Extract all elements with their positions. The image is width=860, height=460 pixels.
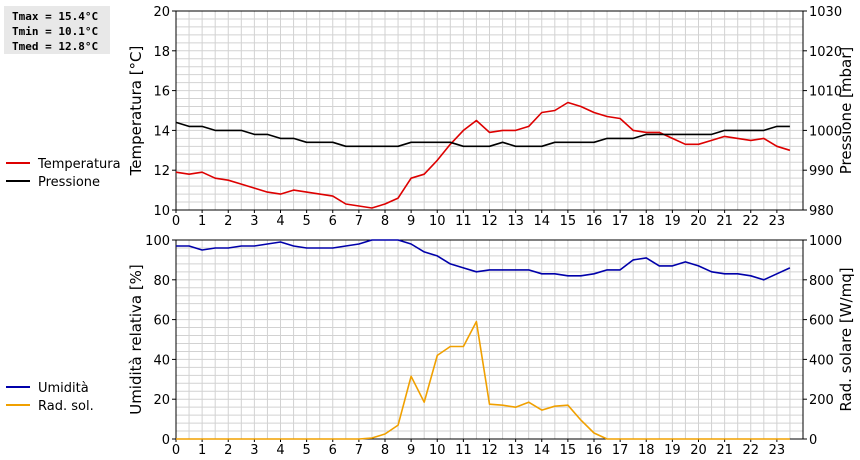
x-tick-label: 0 — [172, 443, 180, 458]
x-tick-label: 19 — [664, 214, 681, 229]
legend-label: Pressione — [38, 175, 100, 190]
x-tick-label: 22 — [742, 214, 759, 229]
y-tick-label: 20 — [153, 5, 170, 20]
x-tick-label: 11 — [455, 443, 472, 458]
x-tick-label: 20 — [690, 214, 707, 229]
series-line-rad-sol- — [176, 320, 790, 440]
x-tick-label: 10 — [429, 443, 446, 458]
legend-label: Umidità — [38, 381, 89, 396]
x-tick-label: 18 — [638, 214, 655, 229]
y2-tick-label: 980 — [809, 204, 834, 219]
x-tick-label: 22 — [742, 443, 759, 458]
legend-label: Temperatura — [37, 157, 121, 172]
x-tick-label: 3 — [250, 443, 258, 458]
x-tick-label: 3 — [250, 214, 258, 229]
y2-tick-label: 1010 — [809, 85, 842, 100]
x-tick-label: 15 — [560, 214, 577, 229]
y-tick-label: 40 — [153, 353, 170, 368]
y-tick-label: 16 — [153, 85, 170, 100]
stat-tmax: Tmax = 15.4°C — [12, 10, 99, 23]
x-tick-label: 4 — [276, 443, 284, 458]
series-line-temperatura — [175, 101, 791, 209]
y2-tick-label: 400 — [809, 353, 834, 368]
x-tick-label: 8 — [381, 443, 389, 458]
x-tick-label: 5 — [302, 443, 310, 458]
stat-tmin: Tmin = 10.1°C — [12, 25, 99, 38]
x-tick-label: 9 — [407, 214, 415, 229]
y-tick-label: 18 — [153, 45, 170, 60]
y-tick-label: 0 — [162, 433, 170, 448]
x-tick-label: 11 — [455, 214, 472, 229]
x-tick-label: 4 — [276, 214, 284, 229]
y2-axis-title: Pressione [mbar] — [837, 47, 855, 175]
x-tick-label: 13 — [507, 443, 524, 458]
x-tick-label: 5 — [302, 214, 310, 229]
x-tick-label: 14 — [533, 214, 550, 229]
y2-tick-label: 990 — [809, 164, 834, 179]
x-tick-label: 12 — [481, 214, 498, 229]
y-tick-label: 100 — [145, 234, 170, 249]
y2-tick-label: 800 — [809, 274, 834, 289]
x-tick-label: 7 — [355, 443, 363, 458]
x-tick-label: 6 — [329, 214, 337, 229]
y-tick-label: 12 — [153, 164, 170, 179]
y2-tick-label: 1030 — [809, 5, 842, 20]
x-tick-label: 7 — [355, 214, 363, 229]
y-tick-label: 20 — [153, 393, 170, 408]
legend-label: Rad. sol. — [38, 399, 94, 414]
x-tick-label: 14 — [533, 443, 550, 458]
x-tick-label: 2 — [224, 214, 232, 229]
y2-tick-label: 1000 — [809, 124, 842, 139]
y-tick-label: 60 — [153, 314, 170, 329]
x-tick-label: 17 — [612, 443, 629, 458]
y-tick-label: 14 — [153, 124, 170, 139]
x-tick-label: 8 — [381, 214, 389, 229]
x-tick-label: 9 — [407, 443, 415, 458]
y2-tick-label: 200 — [809, 393, 834, 408]
series-line-umidit- — [176, 239, 791, 281]
x-tick-label: 21 — [716, 443, 733, 458]
y2-tick-label: 1000 — [809, 234, 842, 249]
x-tick-label: 20 — [690, 443, 707, 458]
x-tick-label: 1 — [198, 214, 206, 229]
y-tick-label: 10 — [153, 204, 170, 219]
y2-axis-title: Rad. solare [W/mq] — [837, 267, 855, 411]
x-tick-label: 10 — [429, 214, 446, 229]
x-tick-label: 12 — [481, 443, 498, 458]
stat-tmed: Tmed = 12.8°C — [12, 40, 99, 53]
y2-tick-label: 600 — [809, 314, 834, 329]
y2-tick-label: 1020 — [809, 45, 842, 60]
series-line-pressione — [175, 121, 790, 148]
y2-tick-label: 0 — [809, 433, 817, 448]
x-tick-label: 6 — [329, 443, 337, 458]
y-tick-label: 80 — [153, 274, 170, 289]
x-tick-label: 16 — [586, 214, 603, 229]
x-tick-label: 13 — [507, 214, 524, 229]
x-tick-label: 21 — [716, 214, 733, 229]
x-tick-label: 23 — [769, 443, 786, 458]
y-axis-title: Temperatura [°C] — [127, 46, 145, 177]
x-tick-label: 2 — [224, 443, 232, 458]
x-tick-label: 19 — [664, 443, 681, 458]
x-tick-label: 1 — [198, 443, 206, 458]
x-tick-label: 15 — [560, 443, 577, 458]
y-axis-title: Umidità relativa [%] — [127, 264, 145, 415]
x-tick-label: 18 — [638, 443, 655, 458]
x-tick-label: 23 — [769, 214, 786, 229]
x-tick-label: 17 — [612, 214, 629, 229]
x-tick-label: 16 — [586, 443, 603, 458]
stats-box: Tmax = 15.4°C Tmin = 10.1°C Tmed = 12.8°… — [4, 6, 110, 54]
x-tick-label: 0 — [172, 214, 180, 229]
